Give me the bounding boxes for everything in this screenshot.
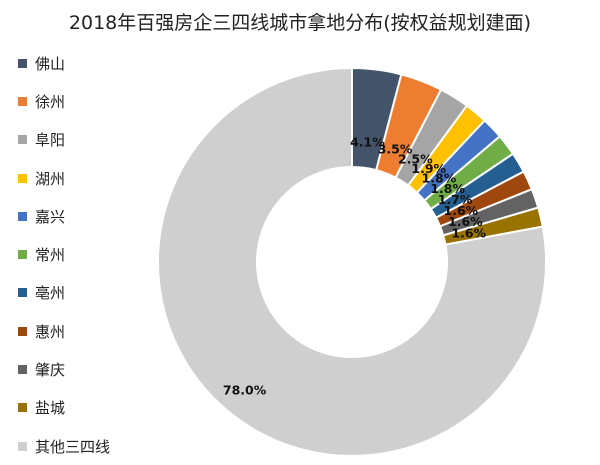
legend-swatch: [18, 365, 27, 375]
legend-item: 常州: [18, 235, 110, 273]
legend-item: 其他三四线: [18, 427, 110, 465]
data-label: 3.5%: [378, 141, 413, 156]
legend-swatch: [18, 135, 27, 145]
legend-swatch: [18, 250, 27, 260]
legend-label: 湖州: [35, 169, 66, 188]
legend-item: 盐城: [18, 389, 110, 427]
data-label: 1.7%: [438, 192, 473, 207]
data-label: 2.5%: [398, 152, 433, 167]
legend-item: 嘉兴: [18, 197, 110, 235]
data-label: 4.1%: [350, 134, 385, 149]
data-label: 1.6%: [448, 214, 483, 229]
legend-item: 佛山: [18, 44, 110, 82]
legend-item: 阜阳: [18, 121, 110, 159]
legend-label: 徐州: [35, 92, 66, 111]
data-label: 1.8%: [430, 181, 465, 196]
legend-label: 阜阳: [35, 131, 66, 150]
legend-item: 惠州: [18, 312, 110, 350]
legend-label: 亳州: [35, 284, 66, 303]
legend-label: 佛山: [35, 54, 66, 73]
chart-title: 2018年百强房企三四线城市拿地分布(按权益规划建面): [68, 12, 532, 34]
legend-label: 盐城: [35, 399, 66, 418]
legend-swatch: [18, 211, 27, 221]
legend-item: 徐州: [18, 82, 110, 120]
legend-label: 惠州: [35, 322, 66, 341]
donut-slice: [157, 66, 547, 457]
legend: 佛山徐州阜阳湖州嘉兴常州亳州惠州肇庆盐城其他三四线: [18, 44, 110, 465]
data-label: 1.6%: [444, 203, 479, 218]
legend-item: 肇庆: [18, 350, 110, 388]
legend-label: 肇庆: [35, 361, 66, 380]
legend-label: 其他三四线: [35, 437, 111, 456]
legend-swatch: [18, 326, 27, 336]
legend-label: 嘉兴: [35, 207, 66, 226]
legend-swatch: [18, 403, 27, 413]
legend-item: 湖州: [18, 159, 110, 197]
data-label: 1.9%: [411, 161, 446, 176]
data-label: 1.6%: [451, 226, 486, 241]
legend-item: 亳州: [18, 274, 110, 312]
legend-swatch: [18, 173, 27, 183]
data-label: 78.0%: [223, 383, 267, 398]
legend-label: 常州: [35, 246, 66, 265]
data-label: 1.8%: [422, 171, 457, 186]
legend-swatch: [18, 288, 27, 298]
legend-swatch: [18, 58, 27, 68]
legend-swatch: [18, 441, 27, 451]
legend-swatch: [18, 96, 27, 106]
